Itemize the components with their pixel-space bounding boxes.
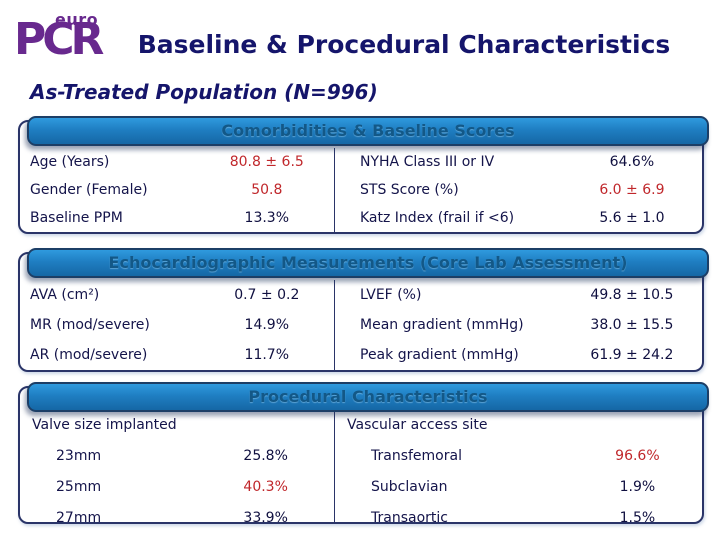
row-value: 1.5% [619, 509, 656, 523]
table-row: Subclavian 1.9% [335, 471, 702, 502]
table-row: Transaortic 1.5% [335, 502, 702, 523]
section-header-label: Comorbidities & Baseline Scores [221, 121, 515, 140]
europcr-logo: euro PCR [14, 8, 114, 70]
table-left-column: AVA (cm²) 0.7 ± 0.2 MR (mod/severe) 14.9… [20, 280, 335, 370]
row-value: 96.6% [615, 447, 660, 464]
procedural-table: Valve size implanted 23mm 25.8% 25mm 40.… [20, 388, 702, 522]
row-value: 11.7% [244, 347, 290, 363]
section-header-label: Echocardiographic Measurements (Core Lab… [108, 253, 628, 272]
section-header-bar: Echocardiographic Measurements (Core Lab… [27, 248, 709, 278]
section-echocardiographic: Echocardiographic Measurements (Core Lab… [18, 248, 709, 372]
table-row: 23mm 25.8% [20, 440, 334, 471]
table-right-column: NYHA Class III or IV 64.6% STS Score (%)… [335, 148, 702, 232]
table-row: 25mm 40.3% [20, 471, 334, 502]
row-label: Baseline PPM [30, 210, 123, 226]
group-label: Vascular access site [347, 417, 488, 433]
row-label: AVA (cm²) [30, 287, 100, 303]
row-label: Mean gradient (mmHg) [360, 317, 524, 333]
table-row: Transfemoral 96.6% [335, 440, 702, 471]
table-right-column: Vascular access site Transfemoral 96.6% … [335, 410, 702, 522]
row-value: 0.7 ± 0.2 [234, 287, 300, 303]
row-label: STS Score (%) [360, 182, 459, 198]
row-label: Subclavian [371, 478, 448, 495]
page-title: Baseline & Procedural Characteristics [137, 30, 671, 59]
row-value: 40.3% [243, 478, 288, 495]
row-label: Katz Index (frail if <6) [360, 210, 515, 226]
table-row: Peak gradient (mmHg) 61.9 ± 24.2 [335, 340, 702, 370]
row-label: NYHA Class III or IV [360, 154, 495, 170]
row-value: 33.9% [243, 509, 288, 523]
group-header-row: Vascular access site [335, 410, 702, 440]
page-subtitle: As-Treated Population (N=996) [30, 80, 378, 104]
section-comorbidities: Comorbidities & Baseline Scores Age (Yea… [18, 116, 709, 234]
row-value: 14.9% [244, 317, 290, 333]
row-label: Transaortic [371, 509, 448, 523]
row-label: Gender (Female) [30, 182, 148, 198]
section-header-bar: Procedural Characteristics [27, 382, 709, 412]
row-value: 13.3% [244, 210, 290, 226]
row-label: 25mm [56, 478, 102, 495]
row-value: 64.6% [609, 154, 655, 170]
table-row: STS Score (%) 6.0 ± 6.9 [335, 176, 702, 204]
section-header-bar: Comorbidities & Baseline Scores [27, 116, 709, 146]
row-value: 50.8 [251, 182, 283, 198]
group-header-row: Valve size implanted [20, 410, 334, 440]
group-label: Valve size implanted [32, 417, 177, 433]
table-left-column: Valve size implanted 23mm 25.8% 25mm 40.… [20, 410, 335, 522]
row-value: 61.9 ± 24.2 [590, 347, 674, 363]
row-value: 1.9% [619, 478, 656, 495]
row-label: Transfemoral [371, 447, 462, 464]
row-label: AR (mod/severe) [30, 347, 148, 363]
row-label: 23mm [56, 447, 102, 464]
row-value: 38.0 ± 15.5 [590, 317, 674, 333]
table-right-column: LVEF (%) 49.8 ± 10.5 Mean gradient (mmHg… [335, 280, 702, 370]
table-row: 27mm 33.9% [20, 502, 334, 523]
row-value: 80.8 ± 6.5 [229, 154, 304, 170]
table-row: Katz Index (frail if <6) 5.6 ± 1.0 [335, 204, 702, 232]
table-row: Age (Years) 80.8 ± 6.5 [20, 148, 334, 176]
comorbidities-table: Age (Years) 80.8 ± 6.5 Gender (Female) 5… [20, 122, 702, 232]
row-value: 25.8% [243, 447, 288, 464]
table-row: Baseline PPM 13.3% [20, 204, 334, 232]
table-row: LVEF (%) 49.8 ± 10.5 [335, 280, 702, 310]
logo-pcr-text: PCR [14, 14, 104, 65]
table-left-column: Age (Years) 80.8 ± 6.5 Gender (Female) 5… [20, 148, 335, 232]
row-value: 6.0 ± 6.9 [599, 182, 665, 198]
section-header-label: Procedural Characteristics [248, 387, 488, 406]
row-label: Peak gradient (mmHg) [360, 347, 519, 363]
row-label: LVEF (%) [360, 287, 422, 303]
row-value: 49.8 ± 10.5 [590, 287, 674, 303]
table-row: NYHA Class III or IV 64.6% [335, 148, 702, 176]
table-row: Mean gradient (mmHg) 38.0 ± 15.5 [335, 310, 702, 340]
table-row: MR (mod/severe) 14.9% [20, 310, 334, 340]
row-value: 5.6 ± 1.0 [599, 210, 665, 226]
echocardiographic-table: AVA (cm²) 0.7 ± 0.2 MR (mod/severe) 14.9… [20, 254, 702, 370]
section-procedural: Procedural Characteristics Valve size im… [18, 382, 709, 524]
logo-euro-text: euro [55, 10, 99, 29]
row-label: MR (mod/severe) [30, 317, 150, 333]
row-label: Age (Years) [30, 154, 110, 170]
table-row: Gender (Female) 50.8 [20, 176, 334, 204]
table-row: AVA (cm²) 0.7 ± 0.2 [20, 280, 334, 310]
table-row: AR (mod/severe) 11.7% [20, 340, 334, 370]
row-label: 27mm [56, 509, 102, 523]
